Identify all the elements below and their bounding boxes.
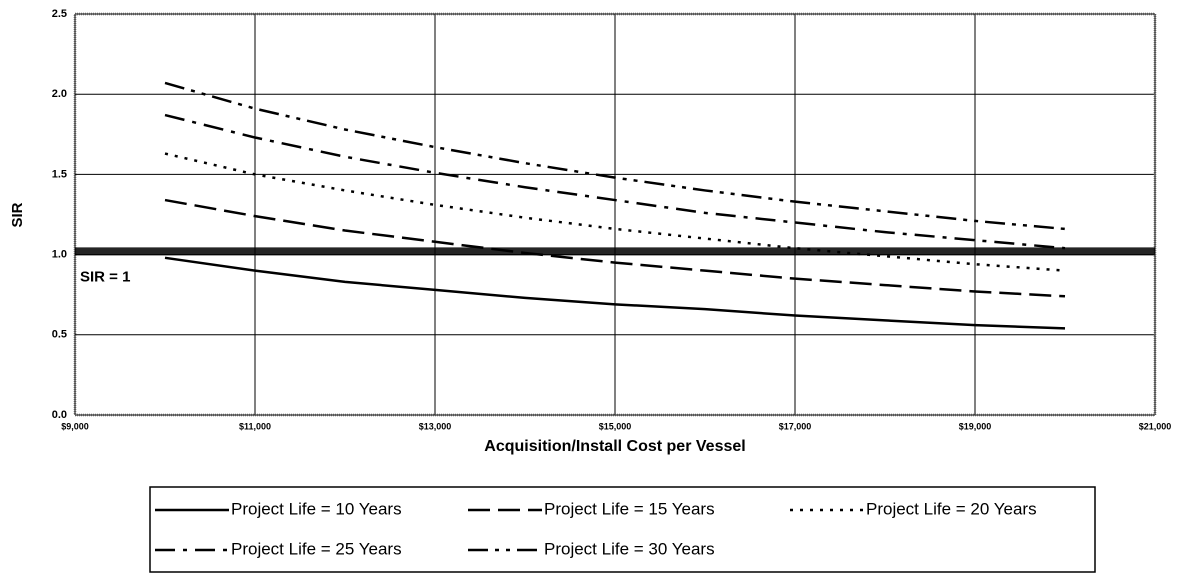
- series-line: [164, 198, 1066, 298]
- x-axis-label: Acquisition/Install Cost per Vessel: [484, 438, 745, 455]
- legend-label: Project Life = 20 Years: [866, 499, 1037, 518]
- plot-border: [73, 12, 1157, 417]
- reference-label: SIR = 1: [80, 268, 130, 285]
- y-tick-label: 1.5: [52, 168, 67, 180]
- x-tick-label: $11,000: [239, 421, 271, 431]
- series-line: [164, 113, 1066, 250]
- y-tick-label: 0.0: [52, 409, 67, 421]
- x-tick-label: $15,000: [599, 421, 632, 431]
- legend-box: [149, 486, 1096, 573]
- legend-label: Project Life = 25 Years: [231, 539, 402, 558]
- legend-label: Project Life = 10 Years: [231, 499, 402, 518]
- series-line: [164, 81, 1066, 231]
- x-tick-label: $9,000: [61, 421, 89, 431]
- x-tick-label: $21,000: [1139, 421, 1172, 431]
- legend-label: Project Life = 30 Years: [544, 539, 715, 558]
- y-tick-label: 1.0: [52, 249, 67, 261]
- y-tick-label: 2.0: [52, 88, 67, 100]
- x-tick-label: $19,000: [959, 421, 992, 431]
- y-tick-label: 0.5: [52, 329, 67, 341]
- series-line: [164, 256, 1066, 330]
- legend-label: Project Life = 15 Years: [544, 499, 715, 518]
- x-tick-label: $17,000: [779, 421, 812, 431]
- x-tick-label: $13,000: [419, 421, 452, 431]
- y-tick-label: 2.5: [52, 8, 67, 20]
- y-axis-label: SIR: [9, 202, 26, 227]
